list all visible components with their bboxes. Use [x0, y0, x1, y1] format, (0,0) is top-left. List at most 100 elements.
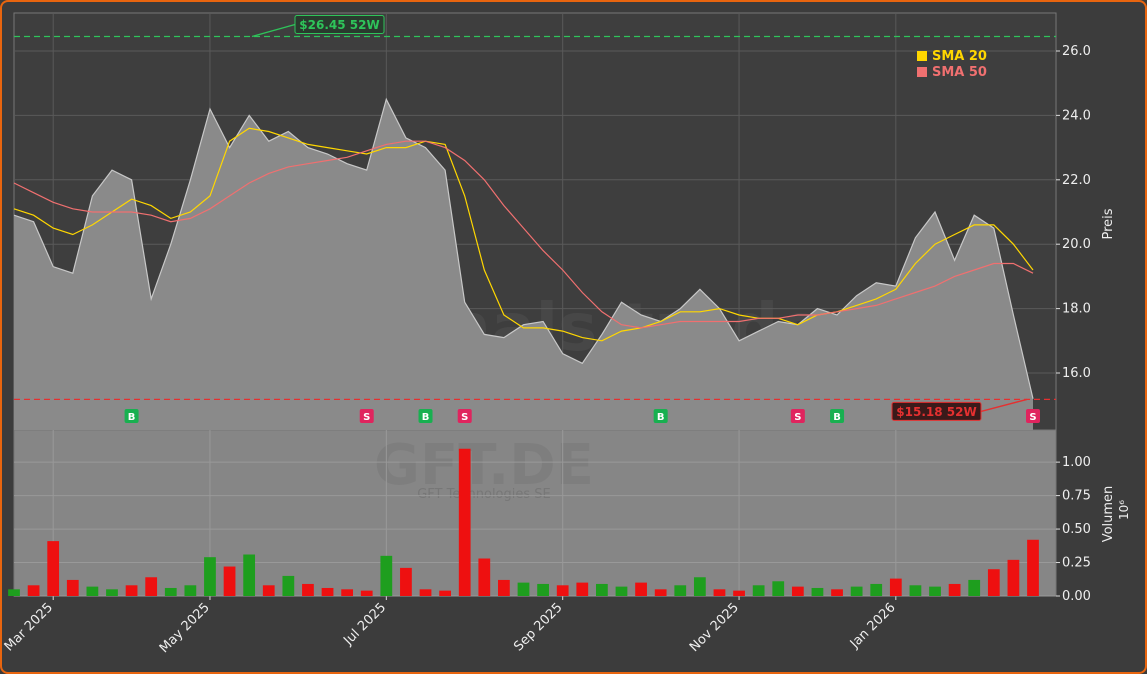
y-axis-unit: 10⁶ — [1117, 500, 1131, 520]
volume-bar — [282, 575, 295, 596]
annotation-label: $26.45 52W — [299, 18, 379, 32]
volume-bar — [125, 585, 138, 596]
volume-bar — [772, 581, 785, 596]
volume-bar — [909, 585, 922, 596]
y-tick-label: 0.50 — [1062, 522, 1091, 537]
x-tick-label: May 2025 — [157, 600, 213, 656]
signal-label: S — [1029, 412, 1036, 423]
sma-line — [13, 140, 1034, 329]
volume-bar — [733, 590, 745, 596]
volume-bar — [47, 541, 60, 596]
volume-panel — [13, 429, 1057, 597]
volume-bar — [302, 583, 314, 596]
annotation-label: $15.18 52W — [896, 405, 976, 419]
legend-label: SMA 20 — [932, 49, 987, 64]
volume-bar — [458, 448, 471, 596]
signal-label: S — [794, 412, 801, 423]
volume-bar — [752, 585, 765, 596]
annotation-arrow — [980, 398, 1028, 413]
volume-bar — [498, 579, 510, 596]
signal-label: B — [128, 412, 136, 423]
volume-bar — [243, 554, 256, 596]
volume-bar — [380, 555, 393, 596]
volume-bar — [164, 587, 177, 596]
price-area — [14, 99, 1033, 431]
legend-swatch — [917, 51, 927, 61]
x-tick-label: Mar 2025 — [2, 600, 56, 654]
volume-bar — [439, 590, 451, 596]
volume-bar — [223, 566, 236, 596]
x-tick-label: Sep 2025 — [511, 600, 565, 654]
signal-label: B — [422, 412, 430, 423]
volume-bar — [889, 578, 902, 596]
y-tick-label: 24.0 — [1062, 108, 1091, 123]
volume-bar — [615, 586, 628, 596]
volume-bar — [556, 585, 569, 596]
x-tick-label: Jul 2025 — [340, 600, 389, 649]
volume-bar — [478, 558, 491, 596]
y-tick-label: 0.25 — [1062, 556, 1091, 571]
volume-bar — [654, 589, 667, 596]
watermark-symbol: GFT.DE — [374, 433, 594, 498]
volume-bar — [850, 586, 863, 596]
watermark-company: GFT Technologies SE — [417, 487, 551, 502]
x-tick-label: Nov 2025 — [687, 600, 742, 655]
volume-bar — [791, 586, 804, 596]
volume-bar — [66, 579, 79, 596]
y-tick-label: 20.0 — [1062, 237, 1091, 252]
volume-bar — [517, 582, 530, 596]
volume-bar — [262, 585, 275, 596]
signal-marker — [830, 409, 845, 423]
volume-bar — [106, 589, 118, 596]
signal-marker — [653, 409, 668, 423]
volume-bar — [576, 582, 589, 596]
volume-bar — [86, 586, 99, 596]
volume-bar — [321, 587, 334, 596]
signal-label: B — [657, 412, 665, 423]
signal-marker — [359, 409, 374, 423]
volume-bar — [419, 589, 432, 596]
volume-bar — [635, 582, 647, 596]
y-tick-label: 22.0 — [1062, 173, 1091, 188]
sma-line — [13, 127, 1034, 342]
volume-bar — [145, 577, 158, 596]
y-tick-label: 16.0 — [1062, 366, 1091, 381]
signal-marker — [418, 409, 433, 423]
x-tick-label: Jan 2026 — [847, 600, 899, 652]
volume-bar — [8, 589, 20, 596]
signal-label: S — [461, 412, 468, 423]
volume-bar — [400, 567, 412, 596]
volume-bar — [537, 583, 549, 596]
signal-marker — [124, 409, 139, 423]
price-line — [13, 97, 1034, 399]
volume-bar — [341, 589, 354, 596]
volume-bar — [693, 577, 706, 596]
volume-bar — [713, 589, 726, 596]
signal-marker — [1026, 409, 1040, 423]
volume-bar — [987, 569, 1000, 596]
y-axis-title: Volumen — [1101, 486, 1116, 543]
volume-bar — [1027, 539, 1039, 596]
volume-bar — [929, 586, 941, 596]
volume-bar — [184, 585, 197, 596]
signal-marker — [790, 409, 805, 423]
volume-bar — [360, 590, 373, 596]
volume-bar — [811, 587, 824, 596]
volume-bar — [674, 585, 687, 596]
volume-bar — [204, 557, 216, 596]
signal-label: B — [833, 412, 841, 423]
y-tick-label: 0.00 — [1062, 589, 1091, 604]
volume-bar — [968, 579, 981, 596]
y-axis-title: Preis — [1101, 208, 1116, 239]
y-tick-label: 18.0 — [1062, 302, 1091, 317]
volume-bar — [596, 583, 608, 596]
volume-bar — [27, 585, 40, 596]
signal-marker — [457, 409, 472, 423]
volume-bar — [1007, 559, 1020, 596]
annotation-arrow — [251, 23, 296, 38]
y-tick-label: 26.0 — [1062, 44, 1091, 59]
y-tick-label: 0.75 — [1062, 489, 1091, 504]
volume-bar — [870, 583, 883, 596]
